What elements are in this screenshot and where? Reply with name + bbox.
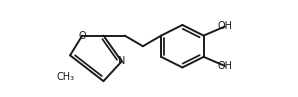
Text: OH: OH xyxy=(218,61,232,71)
Text: N: N xyxy=(118,56,125,66)
Text: OH: OH xyxy=(218,22,232,32)
Text: O: O xyxy=(78,31,86,41)
Text: CH₃: CH₃ xyxy=(56,72,74,82)
